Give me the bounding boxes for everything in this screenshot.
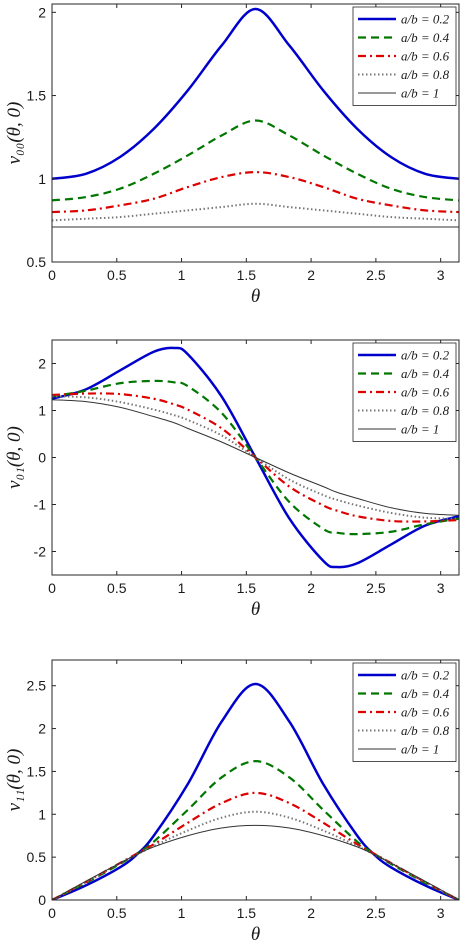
legend-label: a/b = 0.6 [401,385,450,400]
x-tick-label: 1.5 [237,267,257,283]
x-tick-label: 2 [307,580,315,596]
legend-label: a/b = 0.2 [401,12,450,27]
x-tick-label: 0 [48,905,56,921]
y-tick-label: 1 [38,403,46,419]
y-axis-label: v₀₀(θ, 0) [4,102,25,165]
x-tick-label: 1 [178,580,186,596]
legend-label: a/b = 0.8 [401,403,450,418]
legend-label: a/b = 1 [401,422,439,437]
x-axis-label: θ [251,599,260,620]
x-tick-label: 0 [48,267,56,283]
series-line-2 [52,119,459,202]
x-tick-label: 2 [307,267,315,283]
y-axis-label: v₀₁(θ, 0) [4,426,25,489]
x-tick-label: 0.5 [107,580,127,596]
legend: a/b = 0.2 a/b = 0.4 a/b = 0.6 a/b = 0.8 a/b … [352,6,457,106]
panel-3: 0 0.5 1 1.5 2 2.5 3 0 0.5 1 1.5 2 2.5 θ v₁₁(θ, 0) a/b =… [4,659,460,945]
legend-label: a/b = 0.8 [401,67,450,82]
y-tick-label: 0.5 [27,849,47,865]
legend-label: a/b = 0.6 [401,49,450,64]
series-line-5 [52,824,459,900]
legend: a/b = 0.2 a/b = 0.4 a/b = 0.6 a/b = 0.8 a/b … [352,342,457,442]
x-tick-label: 1.5 [237,580,257,596]
legend-label: a/b = 0.2 [401,668,450,683]
y-tick-label: 1 [38,806,46,822]
x-tick-label: 2.5 [366,580,386,596]
y-tick-label: 1.5 [27,88,47,104]
series-line-5 [52,399,459,516]
series-line-1 [52,7,459,181]
x-tick-label: 3 [437,905,445,921]
y-tick-label: 2.5 [27,678,47,694]
y-tick-label: 2 [38,4,46,20]
y-tick-label: 1.5 [27,763,47,779]
series-line-3 [52,791,459,900]
y-tick-label: 2 [38,721,46,737]
x-tick-label: 2.5 [366,905,386,921]
axes-box [51,659,460,901]
y-tick-label: 0 [38,450,46,466]
legend-label: a/b = 1 [401,742,439,757]
legend-label: a/b = 0.6 [401,705,450,720]
x-tick-label: 1 [178,267,186,283]
x-tick-label: 1.5 [237,905,257,921]
series-line-2 [52,760,459,900]
series-line-1 [52,682,459,900]
legend-label: a/b = 0.4 [401,30,450,45]
x-axis-label: θ [251,924,260,945]
legend-label: a/b = 1 [401,86,439,101]
series-line-4 [52,202,459,222]
x-tick-label: 2 [307,905,315,921]
x-axis-label: θ [251,286,260,307]
y-tick-label: 1 [38,171,46,187]
x-tick-label: 3 [437,580,445,596]
y-tick-label: 0 [38,892,46,908]
x-tick-label: 0.5 [107,905,127,921]
legend-label: a/b = 0.8 [401,723,450,738]
legend: a/b = 0.2 a/b = 0.4 a/b = 0.6 a/b = 0.8 a/b … [352,662,457,762]
x-tick-label: 0.5 [107,267,127,283]
legend-label: a/b = 0.4 [401,686,450,701]
legend-label: a/b = 0.4 [401,366,450,381]
x-tick-label: 1 [178,905,186,921]
y-tick-label: -2 [34,544,47,560]
legend-label: a/b = 0.2 [401,348,450,363]
x-tick-label: 2.5 [366,267,386,283]
axes-box [51,3,460,263]
series-line-3 [52,171,459,214]
x-tick-label: 0 [48,580,56,596]
y-tick-label: -1 [34,497,47,513]
x-tick-label: 3 [437,267,445,283]
y-axis-label: v₁₁(θ, 0) [4,749,25,812]
y-tick-label: 2 [38,356,46,372]
y-tick-label: 0.5 [27,254,47,270]
